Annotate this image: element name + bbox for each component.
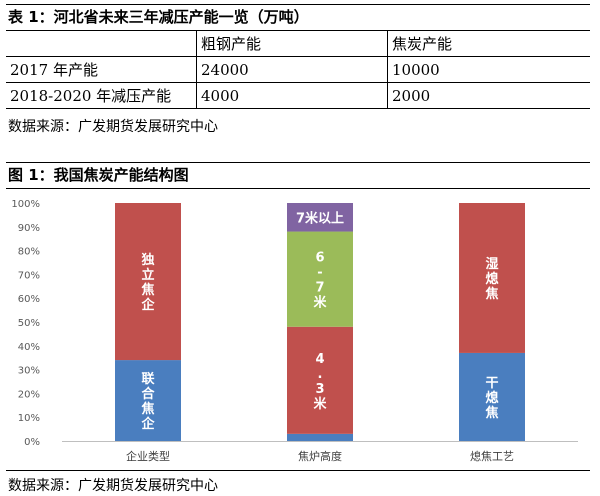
table-row: 2017 年产能 24000 10000 xyxy=(6,56,590,83)
y-tick-label: 10% xyxy=(18,413,40,424)
table-row: 2018-2020 年减压产能 4000 2000 xyxy=(6,82,590,109)
capacity-structure-chart: 0% 10% 20% 30% 40% 50% 60% 70% 80% 90% 100% 联合焦企 独立焦… xyxy=(11,199,578,463)
capacity-table: 粗钢产能 焦炭产能 2017 年产能 24000 10000 2018-2020… xyxy=(6,31,590,109)
y-tick-label: 90% xyxy=(18,223,40,234)
segment-label: 6 -7 米 xyxy=(313,251,327,311)
table-header-row: 粗钢产能 焦炭产能 xyxy=(6,31,590,57)
table-header-cell xyxy=(6,31,197,57)
y-tick-label: 60% xyxy=(18,294,40,305)
table-header-cell: 焦炭产能 xyxy=(387,31,590,57)
y-tick-label: 0% xyxy=(24,437,40,448)
figure-source-note: 数据来源：广发期货发展研究中心 xyxy=(8,478,218,494)
y-tick-label: 20% xyxy=(18,389,40,400)
table-header-cell: 粗钢产能 xyxy=(196,31,388,57)
figure-bottom-rule xyxy=(6,470,590,471)
bar-segment xyxy=(115,360,181,441)
y-tick-label: 80% xyxy=(18,247,40,258)
y-tick-label: 40% xyxy=(18,342,40,353)
bar-segment xyxy=(459,352,525,441)
table-cell: 10000 xyxy=(387,56,590,83)
bar-segment xyxy=(459,203,525,353)
y-tick-label: 70% xyxy=(18,270,40,281)
table-source-note: 数据来源：广发期货发展研究中心 xyxy=(8,119,218,135)
segment-label: 联合焦企 xyxy=(140,372,155,432)
table-cell: 2018-2020 年减压产能 xyxy=(6,82,197,109)
bar-segment xyxy=(287,326,353,434)
bar-segment xyxy=(287,231,353,327)
x-category-label: 焦炉高度 xyxy=(298,449,342,463)
bar-segment xyxy=(115,203,181,361)
x-category-label: 企业类型 xyxy=(126,449,170,463)
table-cell: 2017 年产能 xyxy=(6,56,197,83)
figure-title: 图 1：我国焦炭产能结构图 xyxy=(6,162,590,189)
y-tick-label: 100% xyxy=(11,199,40,210)
segment-label: 干熄焦 xyxy=(484,376,498,421)
bar-segment xyxy=(287,433,353,441)
y-tick-label: 50% xyxy=(18,318,40,329)
x-category-label: 熄焦工艺 xyxy=(470,449,514,463)
segment-label: 7米以上 xyxy=(296,210,344,226)
segment-label: 湿熄焦 xyxy=(484,257,498,302)
bar-segment xyxy=(287,203,353,232)
y-tick-label: 30% xyxy=(18,366,40,377)
table-cell: 4000 xyxy=(196,82,388,109)
table-cell: 2000 xyxy=(387,82,590,109)
table-title: 表 1：河北省未来三年减压产能一览（万吨） xyxy=(6,4,590,31)
segment-label: 独立焦企 xyxy=(140,252,155,313)
table-cell: 24000 xyxy=(196,56,388,83)
